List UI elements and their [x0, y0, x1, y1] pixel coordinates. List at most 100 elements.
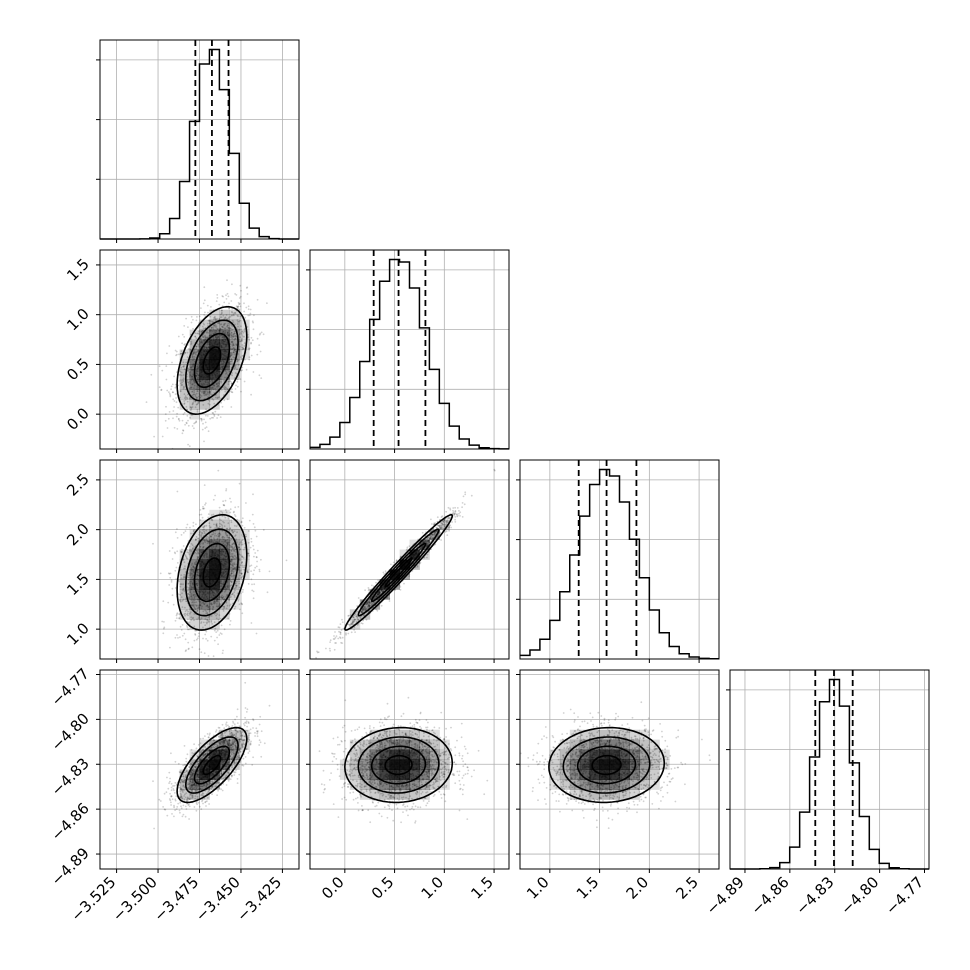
scatter-point	[218, 303, 221, 306]
scatter-point	[188, 621, 191, 624]
scatter-point	[172, 603, 175, 606]
scatter-point	[203, 323, 206, 326]
density-cell	[189, 609, 200, 620]
scatter-point	[186, 414, 189, 417]
scatter-point	[196, 618, 199, 621]
scatter-point	[367, 606, 370, 608]
scatter-point	[238, 308, 241, 311]
scatter-point	[179, 636, 181, 639]
scatter-point	[350, 622, 353, 625]
scatter-point	[367, 603, 370, 606]
scatter-point	[216, 629, 219, 632]
scatter-point	[182, 385, 185, 388]
scatter-point	[187, 387, 190, 390]
scatter-point	[238, 571, 241, 574]
scatter-point	[242, 538, 244, 541]
scatter-point	[208, 525, 211, 527]
scatter-point	[371, 603, 373, 606]
scatter-point	[200, 337, 202, 340]
scatter-point	[338, 630, 340, 633]
scatter-point	[196, 396, 199, 399]
scatter-point	[158, 365, 161, 368]
scatter-point	[240, 521, 243, 524]
scatter-point	[243, 348, 245, 350]
scatter-point	[181, 606, 184, 608]
scatter-point	[229, 360, 232, 363]
scatter-point	[216, 322, 219, 325]
scatter-point	[222, 536, 225, 538]
scatter-point	[193, 352, 196, 354]
scatter-point	[222, 610, 225, 612]
scatter-point	[233, 338, 236, 341]
scatter-point	[250, 537, 253, 540]
scatter-point	[448, 516, 451, 519]
y-tick-label: 2.5	[63, 470, 93, 500]
y-tick-label: 1.0	[63, 305, 93, 335]
scatter-point	[227, 517, 230, 520]
scatter-point	[182, 388, 185, 390]
scatter-point	[454, 510, 457, 512]
scatter-point	[231, 558, 233, 560]
scatter-point	[225, 370, 227, 373]
scatter-point	[187, 587, 190, 589]
scatter-point	[225, 601, 228, 604]
scatter-point	[213, 639, 216, 642]
density-cell	[199, 599, 210, 610]
scatter-point	[180, 534, 183, 536]
scatter-point	[432, 534, 434, 536]
density-cell	[199, 329, 210, 340]
scatter-point	[222, 608, 225, 611]
scatter-point	[185, 557, 188, 560]
scatter-point	[363, 608, 366, 611]
scatter-point	[230, 572, 233, 574]
scatter-point	[239, 548, 242, 551]
density-cell	[189, 329, 200, 340]
scatter-point	[212, 513, 215, 516]
scatter-point	[223, 322, 226, 325]
scatter-point	[183, 403, 186, 405]
scatter-point	[212, 399, 215, 401]
scatter-point	[202, 336, 205, 338]
scatter-point	[236, 306, 239, 308]
scatter-point	[229, 329, 232, 332]
scatter-point	[175, 566, 178, 569]
scatter-point	[248, 348, 251, 351]
scatter-point	[204, 539, 206, 542]
scatter-point	[366, 601, 368, 604]
scatter-point	[174, 636, 177, 639]
scatter-point	[361, 609, 364, 611]
scatter-point	[239, 336, 242, 339]
scatter-point	[195, 319, 198, 322]
scatter-point	[168, 411, 171, 413]
scatter-point	[260, 331, 263, 334]
scatter-point	[246, 571, 249, 574]
scatter-point	[231, 340, 234, 343]
scatter-point	[252, 597, 255, 600]
scatter-point	[199, 394, 202, 397]
scatter-point	[355, 615, 358, 617]
scatter-point	[210, 326, 213, 329]
scatter-point	[227, 317, 230, 320]
scatter-point	[247, 541, 250, 544]
contour-line	[184, 528, 239, 617]
density-cell	[199, 559, 210, 570]
scatter-point	[207, 430, 210, 433]
scatter-point	[375, 581, 377, 584]
scatter-point	[179, 585, 182, 588]
scatter-point	[233, 530, 236, 533]
scatter-point	[354, 619, 357, 621]
scatter-point	[182, 429, 184, 432]
scatter-point	[206, 537, 208, 540]
density-cell	[189, 549, 200, 560]
scatter-point	[166, 389, 169, 392]
scatter-point	[240, 572, 243, 575]
scatter-point	[208, 391, 211, 393]
scatter-point	[207, 541, 210, 543]
density-cell	[199, 369, 210, 380]
scatter-point	[208, 322, 211, 325]
scatter-point	[181, 432, 184, 435]
scatter-point	[445, 520, 448, 522]
scatter-point	[241, 369, 244, 371]
scatter-point	[367, 605, 370, 607]
scatter-point	[207, 329, 209, 331]
